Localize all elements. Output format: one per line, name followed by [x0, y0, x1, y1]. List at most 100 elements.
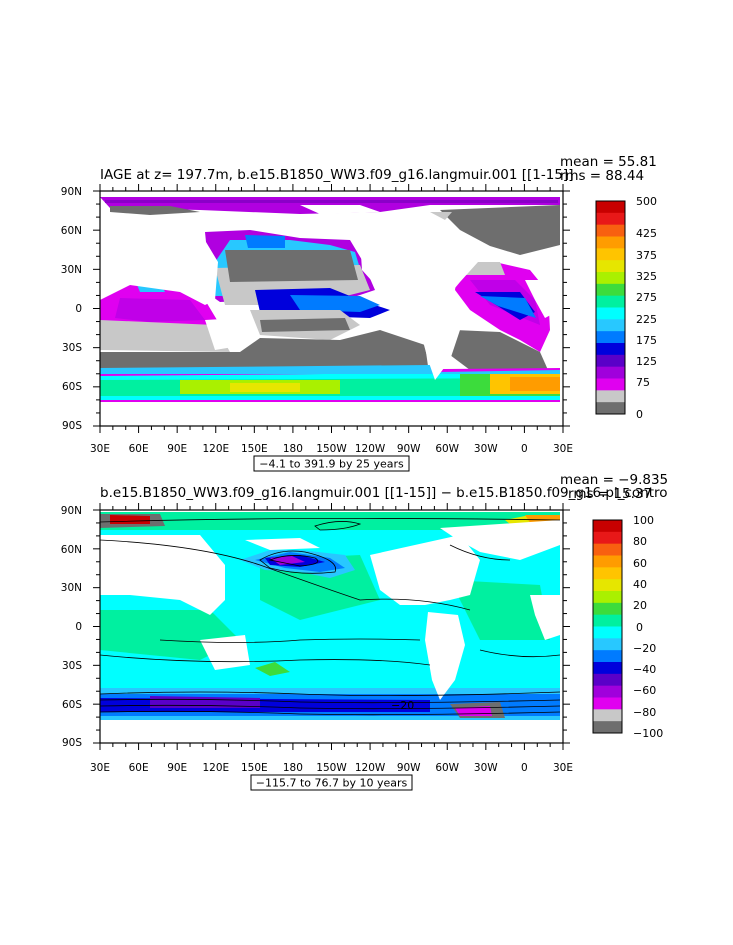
colorbar-swatch: [596, 248, 625, 261]
colorbar-swatch: [596, 224, 625, 237]
x-tick-label: 60W: [435, 762, 459, 774]
x-tick-label: 120E: [202, 762, 229, 774]
panel-2-mean: mean = −9.835: [560, 472, 668, 488]
x-tick-label: 90W: [397, 443, 421, 455]
y-tick-label: 30N: [61, 582, 82, 594]
colorbar-label: 20: [633, 599, 647, 612]
x-tick-label: 0: [521, 762, 528, 774]
panel-1-x-ticks: 30E 60E 90E 120E 150E 180 150W 120W 90W …: [90, 443, 573, 455]
colorbar-label: 500: [636, 195, 657, 208]
colorbar-swatch: [596, 354, 625, 368]
y-tick-label: 30N: [61, 264, 82, 276]
panel-1-range-label: −4.1 to 391.9 by 25 years: [259, 458, 404, 471]
colorbar-swatch: [593, 543, 622, 556]
x-tick-label: 120W: [355, 443, 386, 455]
colorbar-swatch: [593, 685, 622, 698]
colorbar-swatch: [596, 343, 625, 356]
y-tick-label: 60N: [61, 544, 82, 556]
colorbar-swatch: [596, 260, 625, 273]
panel-2-contours: [100, 518, 561, 716]
x-tick-label: 90E: [167, 762, 187, 774]
colorbar-swatch: [596, 366, 625, 379]
colorbar-swatch: [596, 402, 625, 415]
panel-2-title: b.e15.B1850_WW3.f09_g16.langmuir.001 [[1…: [100, 485, 668, 501]
colorbar-swatch: [593, 662, 622, 675]
colorbar-label: 40: [633, 578, 647, 591]
panel-2-colorbar-frame: [592, 519, 623, 734]
colorbar-swatch: [596, 283, 625, 297]
y-tick-label: 90S: [62, 420, 82, 432]
panel-2-contour-label: −20: [391, 699, 414, 712]
x-tick-label: 150W: [316, 443, 347, 455]
x-tick-label: 90E: [167, 443, 187, 455]
y-tick-label: 60S: [62, 381, 82, 393]
colorbar-label: 0: [636, 621, 643, 634]
x-tick-label: 150E: [241, 443, 268, 455]
colorbar-label: −40: [633, 663, 656, 676]
y-tick-label: 60N: [61, 225, 82, 237]
y-tick-label: 60S: [62, 699, 82, 711]
colorbar-label: 175: [636, 334, 657, 347]
colorbar-swatch: [596, 236, 625, 249]
colorbar-swatch: [596, 331, 625, 344]
colorbar-label: 60: [633, 557, 647, 570]
colorbar-label: 225: [636, 313, 657, 326]
colorbar-swatch: [593, 567, 622, 580]
panel-1-colorbar-frame: [595, 200, 626, 415]
panel-2-y-ticks: 90N 60N 30N 0 30S 60S 90S: [61, 505, 83, 749]
colorbar-label: 325: [636, 270, 657, 283]
panel-2-axis-ticks: [93, 503, 570, 750]
panel-2-colorbar: [593, 520, 622, 734]
colorbar-label: 100: [633, 514, 654, 527]
colorbar-label: 275: [636, 291, 657, 304]
x-tick-label: 30W: [474, 762, 498, 774]
panel-2-x-ticks: 30E 60E 90E 120E 150E 180 150W 120W 90W …: [90, 762, 573, 774]
colorbar-label: 375: [636, 249, 657, 262]
colorbar-swatch: [593, 626, 622, 639]
x-tick-label: 60W: [435, 443, 459, 455]
panel-1-title: IAGE at z= 197.7m, b.e15.B1850_WW3.f09_g…: [100, 167, 573, 183]
colorbar-swatch: [593, 721, 622, 734]
colorbar-label: 75: [636, 376, 650, 389]
colorbar-label: −20: [633, 642, 656, 655]
colorbar-swatch: [596, 272, 625, 285]
x-tick-label: 120W: [355, 762, 386, 774]
colorbar-swatch: [596, 307, 625, 320]
y-tick-label: 0: [75, 303, 82, 315]
x-tick-label: 0: [521, 443, 528, 455]
colorbar-swatch: [593, 697, 622, 710]
panel-2-map: [100, 510, 563, 743]
panel-1-colorbar-labels: 500 425 375 325 275 225 175 125 75 0: [636, 195, 657, 421]
colorbar-swatch: [593, 650, 622, 663]
colorbar-swatch: [596, 201, 625, 214]
x-tick-label: 30W: [474, 443, 498, 455]
y-tick-label: 0: [75, 621, 82, 633]
colorbar-label: 125: [636, 355, 657, 368]
panel-2-range-label: −115.7 to 76.7 by 10 years: [256, 777, 408, 790]
colorbar-swatch: [596, 378, 625, 391]
panel-2-colorbar-labels: 100 80 60 40 20 0 −20 −40 −60 −80 −100: [633, 514, 663, 740]
colorbar-swatch: [593, 673, 622, 687]
colorbar-swatch: [593, 531, 622, 545]
colorbar-swatch: [593, 709, 622, 722]
panel-1-map: [100, 191, 563, 426]
x-tick-label: 180: [283, 762, 303, 774]
colorbar-swatch: [596, 295, 625, 308]
colorbar-swatch: [593, 579, 622, 592]
panel-1-iage: IAGE at z= 197.7m, b.e15.B1850_WW3.f09_g…: [61, 154, 657, 472]
x-tick-label: 180: [283, 443, 303, 455]
panel-1-range-box: [253, 455, 410, 472]
x-tick-label: 150E: [241, 762, 268, 774]
colorbar-swatch: [593, 638, 622, 651]
x-tick-label: 60E: [129, 762, 149, 774]
panel-2-difference: b.e15.B1850_WW3.f09_g16.langmuir.001 [[1…: [61, 472, 668, 791]
colorbar-swatch: [593, 602, 622, 616]
x-tick-label: 30E: [90, 443, 110, 455]
colorbar-swatch: [596, 212, 625, 226]
x-tick-label: 60E: [129, 443, 149, 455]
x-tick-label: 30E: [553, 443, 573, 455]
colorbar-label: −80: [633, 706, 656, 719]
colorbar-label: −100: [633, 727, 663, 740]
colorbar-label: 425: [636, 227, 657, 240]
